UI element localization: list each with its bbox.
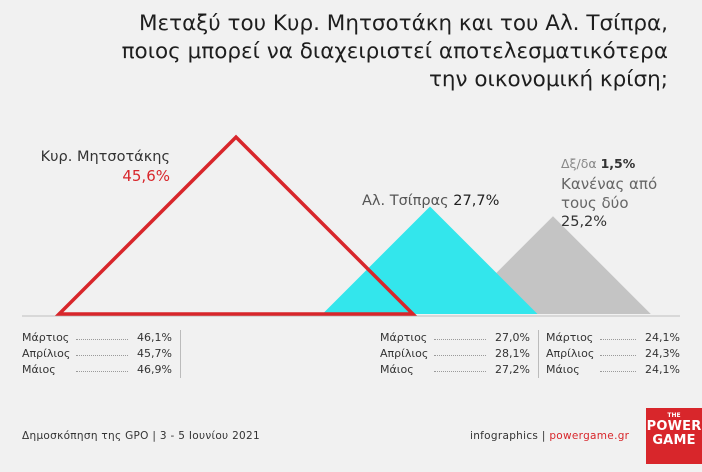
table-month: Μάιος — [380, 363, 414, 376]
label-none: Δξ/δα 1,5% Κανένας από τους δύο 25,2% — [561, 154, 681, 232]
table-value: 24,1% — [645, 331, 680, 344]
label-mitsotakis-name: Κυρ. Μητσοτάκης — [40, 149, 170, 165]
leader-dots — [76, 355, 128, 356]
table-value: 45,7% — [137, 347, 172, 360]
label-tsipras: Αλ. Τσίπρας 27,7% — [362, 192, 499, 211]
leader-dots — [76, 371, 128, 372]
table-divider — [538, 330, 539, 378]
label-dkda-value: 1,5% — [600, 156, 636, 171]
leader-dots — [600, 355, 636, 356]
table-month: Μάιος — [22, 363, 56, 376]
leader-dots — [76, 339, 128, 340]
table-month: Απρίλιος — [380, 347, 429, 360]
table-mitsotakis: Μάρτιος 46,1% Απρίλιος 45,7% Μάιος 46,9% — [22, 328, 172, 376]
table-row: Απρίλιος 24,3% — [546, 344, 680, 360]
table-month: Απρίλιος — [22, 347, 71, 360]
table-value: 24,1% — [645, 363, 680, 376]
table-month: Απρίλιος — [546, 347, 595, 360]
label-none-value: 25,2% — [561, 214, 608, 230]
leader-dots — [434, 355, 486, 356]
label-mitsotakis: Κυρ. Μητσοτάκης 45,6% — [26, 148, 170, 186]
table-month: Μάρτιος — [380, 331, 428, 344]
leader-dots — [434, 371, 486, 372]
table-row: Μάρτιος 46,1% — [22, 328, 172, 344]
table-value: 27,0% — [495, 331, 530, 344]
table-month: Μάιος — [546, 363, 580, 376]
triangle-tsipras — [322, 206, 538, 314]
table-value: 46,9% — [137, 363, 172, 376]
leader-dots — [600, 371, 636, 372]
footer-credit: infographics | powergame.gr — [470, 430, 629, 442]
table-value: 27,2% — [495, 363, 530, 376]
table-month: Μάρτιος — [22, 331, 70, 344]
footer-source: Δημοσκόπηση της GPO | 3 - 5 Ιουνίου 2021 — [22, 430, 260, 442]
label-dkda-name: Δξ/δα — [561, 156, 597, 171]
label-tsipras-value: 27,7% — [453, 193, 500, 209]
label-mitsotakis-value: 45,6% — [122, 167, 170, 185]
logo-line-3: GAME — [652, 433, 696, 448]
table-value: 24,3% — [645, 347, 680, 360]
footer-credit-prefix: infographics | — [470, 430, 550, 442]
table-row: Μάιος 46,9% — [22, 360, 172, 376]
logo-line-2: POWER — [646, 419, 702, 434]
table-value: 46,1% — [137, 331, 172, 344]
table-row: Μάιος 27,2% — [380, 360, 530, 376]
table-none: Μάρτιος 24,1% Απρίλιος 24,3% Μάιος 24,1% — [546, 328, 680, 376]
table-month: Μάρτιος — [546, 331, 594, 344]
table-value: 28,1% — [495, 347, 530, 360]
label-tsipras-name: Αλ. Τσίπρας — [362, 193, 449, 209]
triangle-mitsotakis — [54, 134, 418, 316]
footer-credit-link[interactable]: powergame.gr — [549, 430, 630, 442]
table-row: Μάρτιος 27,0% — [380, 328, 530, 344]
title-line-2: ποιος μπορεί να διαχειριστεί αποτελεσματ… — [121, 39, 668, 64]
powergame-logo: THE POWER GAME — [646, 408, 702, 464]
table-divider — [180, 330, 181, 378]
table-row: Μάρτιος 24,1% — [546, 328, 680, 344]
logo-line-1: THE — [667, 412, 681, 419]
label-dkda: Δξ/δα 1,5% — [561, 154, 681, 173]
leader-dots — [434, 339, 486, 340]
leader-dots — [600, 339, 636, 340]
table-row: Απρίλιος 28,1% — [380, 344, 530, 360]
chart-title: Μεταξύ του Κυρ. Μητσοτάκη και του Αλ. Τσ… — [108, 10, 668, 94]
table-row: Απρίλιος 45,7% — [22, 344, 172, 360]
table-tsipras: Μάρτιος 27,0% Απρίλιος 28,1% Μάιος 27,2% — [380, 328, 530, 376]
label-none-name: Κανένας από τους δύο — [561, 175, 658, 212]
title-line-3: την οικονομική κρίση; — [428, 67, 668, 92]
table-row: Μάιος 24,1% — [546, 360, 680, 376]
title-line-1: Μεταξύ του Κυρ. Μητσοτάκη και του Αλ. Τσ… — [139, 11, 668, 36]
